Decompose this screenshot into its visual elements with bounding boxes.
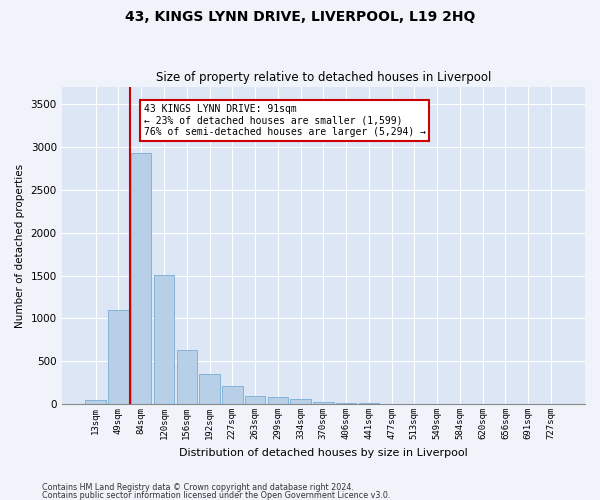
Bar xyxy=(85,400,106,404)
Bar xyxy=(199,374,220,404)
Text: 43 KINGS LYNN DRIVE: 91sqm
← 23% of detached houses are smaller (1,599)
76% of s: 43 KINGS LYNN DRIVE: 91sqm ← 23% of deta… xyxy=(143,104,425,138)
Bar xyxy=(154,274,174,404)
Text: 43, KINGS LYNN DRIVE, LIVERPOOL, L19 2HQ: 43, KINGS LYNN DRIVE, LIVERPOOL, L19 2HQ xyxy=(125,10,475,24)
Bar xyxy=(245,396,265,404)
Bar xyxy=(290,400,311,404)
Y-axis label: Number of detached properties: Number of detached properties xyxy=(15,164,25,328)
X-axis label: Distribution of detached houses by size in Liverpool: Distribution of detached houses by size … xyxy=(179,448,468,458)
Bar xyxy=(131,153,151,404)
Bar xyxy=(222,386,242,404)
Bar xyxy=(176,350,197,404)
Title: Size of property relative to detached houses in Liverpool: Size of property relative to detached ho… xyxy=(155,72,491,85)
Bar xyxy=(268,398,288,404)
Text: Contains HM Land Registry data © Crown copyright and database right 2024.: Contains HM Land Registry data © Crown c… xyxy=(42,484,354,492)
Bar xyxy=(336,403,356,404)
Bar xyxy=(108,310,129,404)
Text: Contains public sector information licensed under the Open Government Licence v3: Contains public sector information licen… xyxy=(42,491,391,500)
Bar xyxy=(313,402,334,404)
